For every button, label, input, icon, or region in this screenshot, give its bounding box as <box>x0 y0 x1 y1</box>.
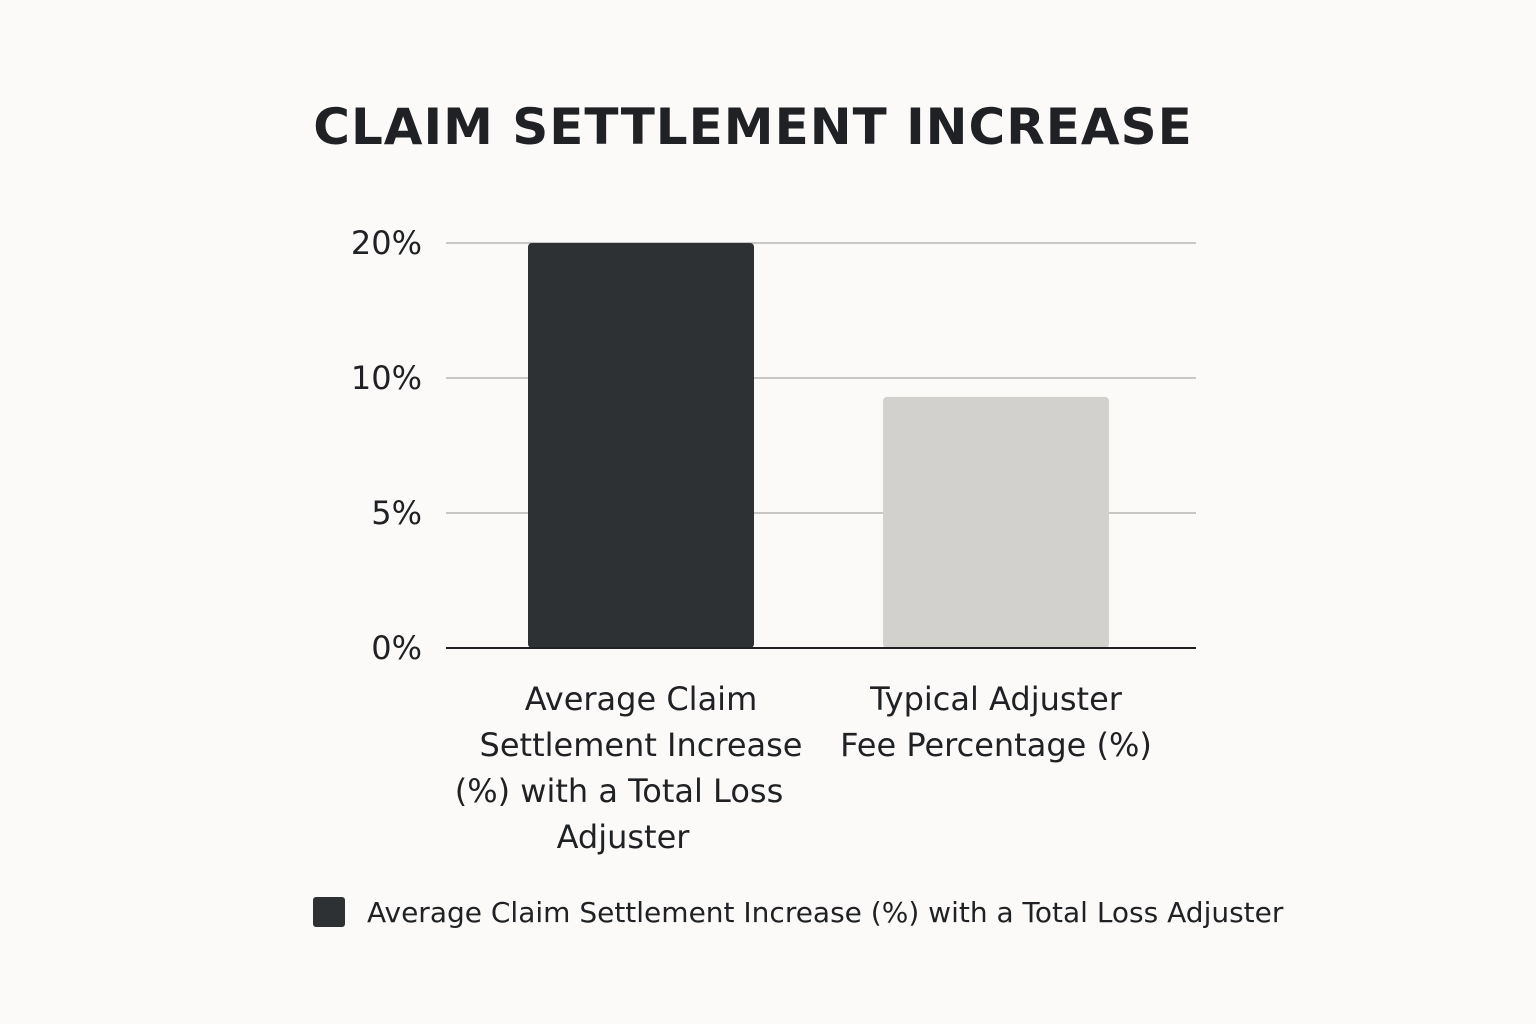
x-tick-label-line: Typical Adjuster <box>869 680 1123 718</box>
bar <box>883 396 1109 648</box>
chart-title: CLAIM SETTLEMENT INCREASE <box>313 98 1193 156</box>
legend-swatch <box>313 897 345 927</box>
x-tick-label-line: Settlement Increase <box>480 726 803 764</box>
x-tick-label: Typical Adjuster Fee Percentage (%) <box>840 680 1152 764</box>
y-tick-label: 10% <box>351 359 422 397</box>
legend-label: Average Claim Settlement Increase (%) wi… <box>367 896 1284 929</box>
y-tick-label: 20% <box>351 224 422 262</box>
x-tick-label: Average Claim Settlement Increase (%) with… <box>455 680 803 856</box>
y-tick-label: 5% <box>371 494 422 532</box>
x-tick-label-line: (%) with a Total Loss <box>455 772 783 810</box>
x-tick-label-line: Fee Percentage (%) <box>840 726 1152 764</box>
x-tick-label-line: Adjuster <box>557 818 691 856</box>
bar <box>528 243 754 648</box>
x-tick-label-line: Average Claim <box>525 680 757 718</box>
y-tick-label: 0% <box>371 629 422 667</box>
